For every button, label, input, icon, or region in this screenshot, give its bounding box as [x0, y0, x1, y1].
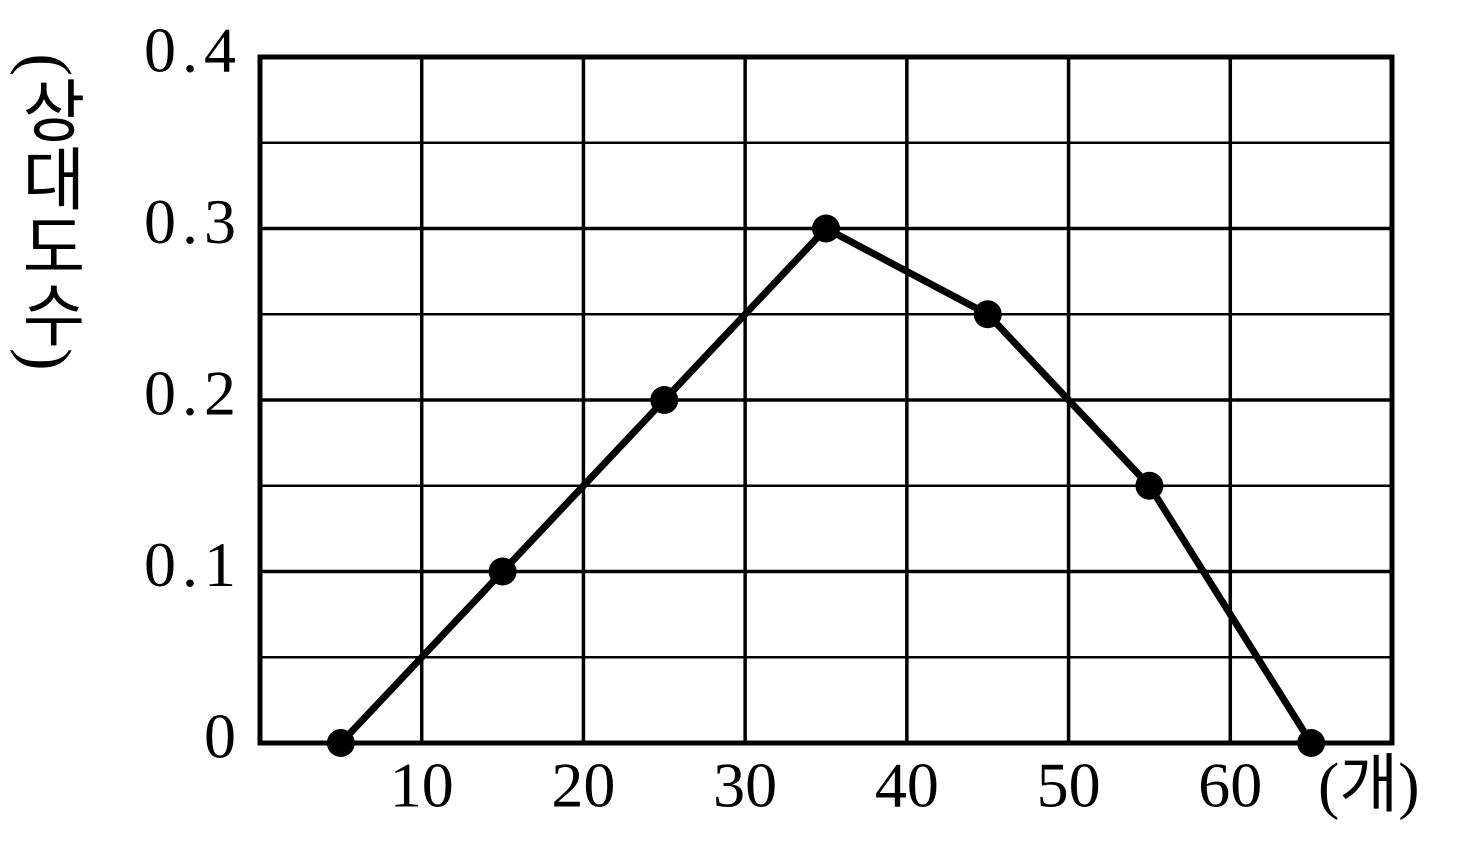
y-tick-label: 0	[204, 701, 242, 772]
x-tick-label: 40	[875, 750, 939, 821]
y-axis-label: (상대도수)	[9, 53, 85, 370]
y-tick-label: 0.1	[144, 529, 242, 600]
x-tick-label: 20	[551, 750, 615, 821]
x-tick-label: 30	[713, 750, 777, 821]
y-tick-label: 0.2	[144, 358, 242, 429]
point	[1135, 471, 1164, 500]
x-tick-label: 10	[390, 750, 454, 821]
x-tick-label: 60	[1198, 750, 1262, 821]
x-tick-label: 50	[1037, 750, 1101, 821]
point	[973, 300, 1002, 329]
point	[488, 557, 517, 586]
point	[650, 386, 679, 414]
y-tick-label: 0.4	[144, 15, 242, 86]
y-tick-label: 0.3	[144, 186, 242, 257]
plot-frame	[257, 54, 1395, 746]
point	[326, 729, 355, 757]
point	[1297, 729, 1326, 757]
point	[812, 214, 840, 243]
x-axis-label: (개)	[1318, 750, 1420, 821]
